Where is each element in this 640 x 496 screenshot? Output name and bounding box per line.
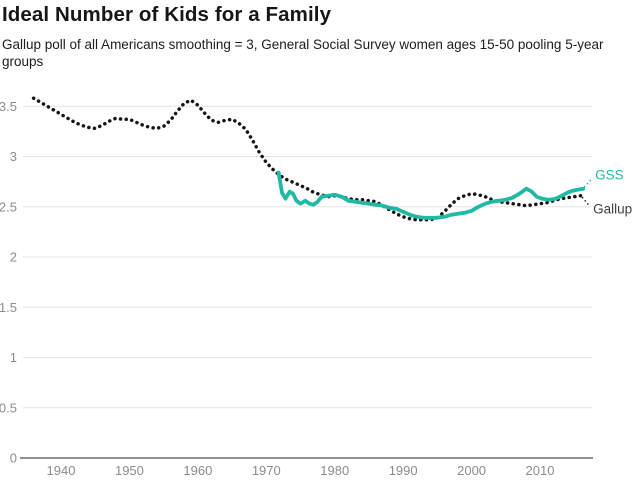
x-tick-label: 1980 (320, 463, 349, 478)
chart-header: Ideal Number of Kids for a Family Gallup… (2, 2, 622, 70)
x-tick-label: 1960 (183, 463, 212, 478)
y-tick-label: 3.5 (0, 99, 17, 114)
y-tick-label: 1 (10, 350, 17, 365)
x-tick-label: 1990 (389, 463, 418, 478)
x-tick-label: 1940 (47, 463, 76, 478)
gss-leader-line (583, 177, 593, 188)
page-title: Ideal Number of Kids for a Family (2, 3, 332, 26)
x-tick-label: 2000 (457, 463, 486, 478)
gallup-series-label: Gallup (593, 202, 632, 217)
gallup-series-line (31, 96, 583, 222)
gss-series-line (276, 170, 585, 220)
x-tick-label: 1970 (252, 463, 281, 478)
y-tick-label: 3 (10, 149, 17, 164)
x-tick-label: 1950 (115, 463, 144, 478)
x-tick-label: 2010 (526, 463, 555, 478)
y-tick-label: 1.5 (0, 300, 17, 315)
y-tick-label: 0 (10, 451, 17, 466)
gallup-leader-line (581, 196, 591, 208)
y-tick-label: 2.5 (0, 199, 17, 214)
gss-series-label: GSS (595, 168, 624, 183)
y-tick-label: 2 (10, 250, 17, 265)
y-tick-label: 0.5 (0, 400, 17, 415)
chart-subtitle: Gallup poll of all Americans smoothing =… (2, 36, 604, 69)
